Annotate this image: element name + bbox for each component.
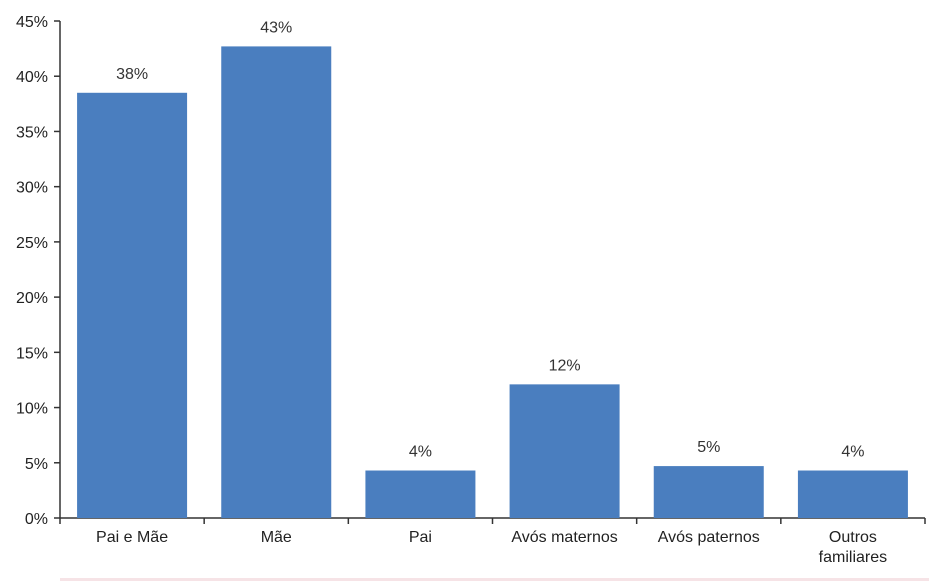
x-tick-label: Mãe <box>261 529 292 546</box>
data-label: 38% <box>116 66 148 83</box>
y-tick-label: 0% <box>25 511 48 528</box>
data-label: 12% <box>549 357 581 374</box>
y-tick-label: 40% <box>16 69 48 86</box>
bar <box>365 470 476 518</box>
y-tick-label: 25% <box>16 235 48 252</box>
bars <box>77 46 908 519</box>
y-tick-label: 35% <box>16 124 48 141</box>
bottom-rule <box>60 578 929 581</box>
y-tick-label: 10% <box>16 401 48 418</box>
bar <box>77 92 188 519</box>
x-tick-label: Pai e Mãe <box>96 529 168 546</box>
y-axis: 0% 5% 10% 15% 20% 25% 30% 35% 40% 45% <box>16 14 61 528</box>
y-tick-label: 30% <box>16 180 48 197</box>
x-axis: Pai e Mãe Mãe Pai Avós maternos Avós paterno… <box>59 517 926 566</box>
y-tick-label: 20% <box>16 290 48 307</box>
bar <box>797 470 908 518</box>
data-label: 43% <box>260 19 292 36</box>
y-tick-label: 45% <box>16 14 48 31</box>
x-tick-label: Avós maternos <box>511 529 617 546</box>
y-tick-label: 5% <box>25 456 48 473</box>
bar <box>509 384 620 518</box>
y-tick-label: 15% <box>16 345 48 362</box>
x-tick-label: Outros familiares <box>819 529 887 566</box>
x-tick-label: Avós paternos <box>658 529 760 546</box>
bar <box>653 466 764 518</box>
data-label: 4% <box>409 444 432 461</box>
data-label: 5% <box>697 439 720 456</box>
x-tick-label: Pai <box>409 529 432 546</box>
bar <box>221 46 332 518</box>
data-label: 4% <box>841 444 864 461</box>
data-labels: 38% 43% 4% 12% 5% 4% <box>116 19 864 460</box>
